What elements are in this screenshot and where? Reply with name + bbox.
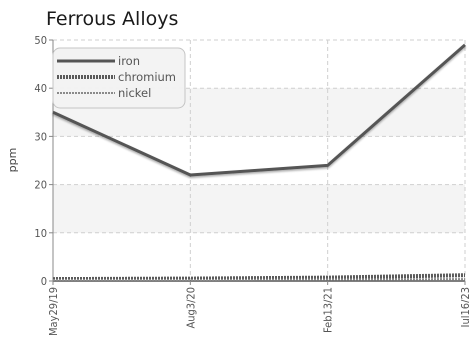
- x-tick-label: Aug3/20: [184, 287, 197, 329]
- y-tick-label: 40: [34, 82, 47, 95]
- x-tick-label: Jul16/23: [459, 287, 469, 328]
- chart-title: Ferrous Alloys: [46, 8, 178, 30]
- legend-label-nickel: nickel: [118, 86, 151, 100]
- y-tick-label: 20: [34, 179, 47, 192]
- y-tick-label: 10: [34, 227, 47, 240]
- y-tick-label: 30: [34, 130, 47, 143]
- series-line-iron: [52, 43, 466, 177]
- plot-band: [53, 184, 465, 233]
- series-line-nickel: [53, 278, 466, 282]
- y-tick-label: 50: [34, 34, 47, 47]
- legend-label-iron: iron: [118, 54, 140, 68]
- y-tick-label: 0: [41, 275, 47, 288]
- legend: iron chromium nickel: [52, 47, 186, 109]
- legend-label-chromium: chromium: [118, 70, 176, 84]
- x-tick-label: May29/19: [47, 287, 60, 336]
- y-axis-ticks: 0 10 20 30 40 50: [34, 34, 53, 288]
- y-axis-label: ppm: [6, 148, 19, 173]
- x-axis-ticks: May29/19 Aug3/20 Feb13/21 Jul16/23: [47, 281, 469, 336]
- series-lines: [52, 43, 466, 282]
- series-line-chromium: [52, 273, 466, 282]
- plot-background-bands: [53, 88, 465, 233]
- x-tick-label: Feb13/21: [322, 287, 335, 333]
- gridlines: [53, 39, 466, 281]
